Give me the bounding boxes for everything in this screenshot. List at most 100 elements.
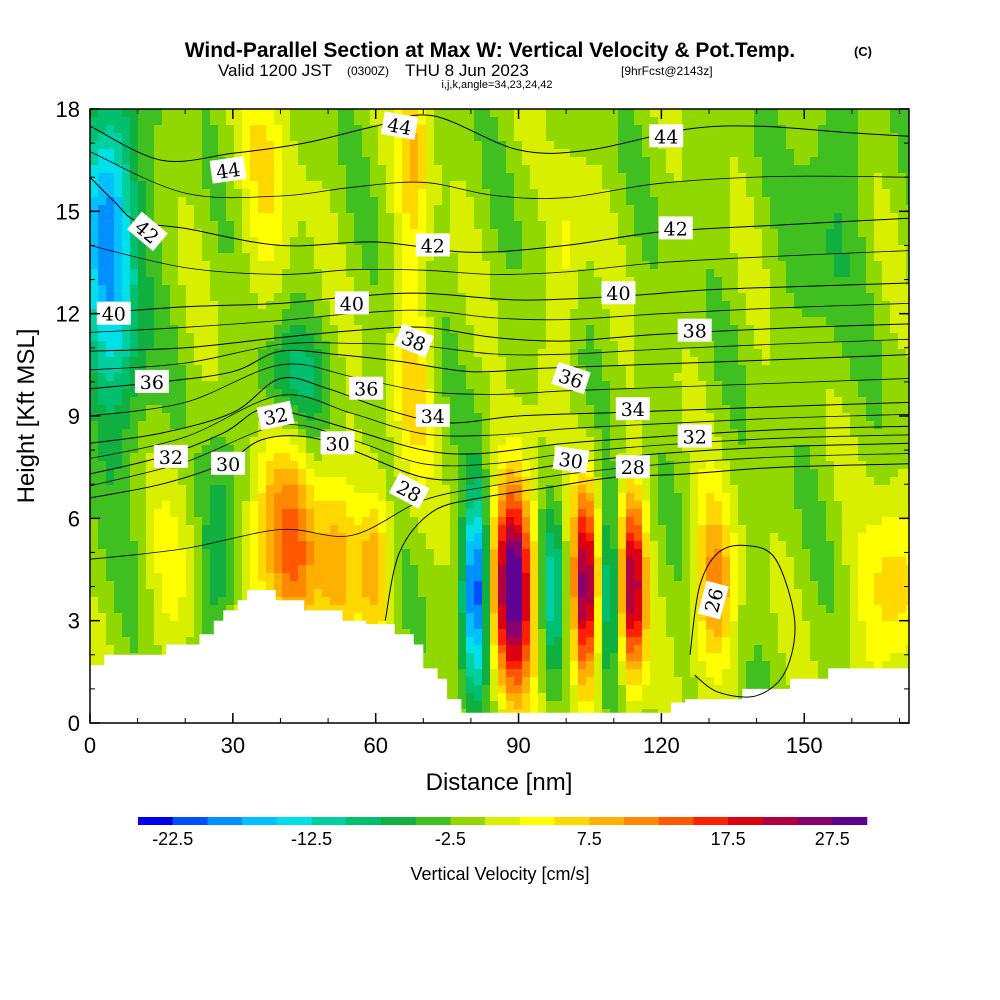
w-cell bbox=[98, 333, 107, 342]
w-cell bbox=[250, 197, 259, 206]
w-cell bbox=[898, 229, 907, 238]
w-cell bbox=[778, 373, 787, 382]
w-cell bbox=[362, 181, 371, 190]
w-cell bbox=[738, 421, 747, 430]
w-cell bbox=[490, 277, 499, 286]
w-cell bbox=[266, 277, 275, 286]
w-cell bbox=[858, 373, 867, 382]
w-cell bbox=[706, 413, 715, 422]
w-cell bbox=[330, 109, 339, 118]
w-cell bbox=[322, 493, 331, 502]
w-cell bbox=[818, 389, 827, 398]
w-cell bbox=[146, 261, 155, 270]
w-cell bbox=[746, 181, 755, 190]
w-cell bbox=[618, 269, 627, 278]
w-cell bbox=[450, 405, 459, 414]
w-cell bbox=[442, 261, 451, 270]
w-cell bbox=[322, 453, 331, 462]
w-cell bbox=[538, 309, 547, 318]
w-cell bbox=[354, 317, 363, 326]
w-cell bbox=[890, 133, 899, 142]
w-cell bbox=[122, 173, 131, 182]
w-cell bbox=[306, 109, 315, 118]
w-cell bbox=[234, 485, 243, 494]
w-cell bbox=[314, 277, 323, 286]
w-cell bbox=[650, 317, 659, 326]
w-cell bbox=[210, 445, 219, 454]
w-cell bbox=[522, 357, 531, 366]
w-cell bbox=[794, 149, 803, 158]
w-cell bbox=[794, 221, 803, 230]
w-cell bbox=[762, 461, 771, 470]
w-cell bbox=[426, 381, 435, 390]
w-cell bbox=[450, 229, 459, 238]
w-cell bbox=[874, 149, 883, 158]
w-cell bbox=[194, 181, 203, 190]
w-cell bbox=[122, 333, 131, 342]
w-cell bbox=[474, 133, 483, 142]
w-cell bbox=[138, 477, 147, 486]
w-cell bbox=[706, 213, 715, 222]
w-cell bbox=[130, 485, 139, 494]
w-cell bbox=[786, 381, 795, 390]
w-cell bbox=[610, 485, 619, 494]
w-cell bbox=[826, 453, 835, 462]
w-cell bbox=[394, 413, 403, 422]
w-cell bbox=[594, 205, 603, 214]
w-cell bbox=[522, 445, 531, 454]
w-cell bbox=[394, 445, 403, 454]
w-cell bbox=[722, 349, 731, 358]
w-cell bbox=[626, 229, 635, 238]
w-cell bbox=[442, 445, 451, 454]
w-cell bbox=[898, 381, 907, 390]
w-cell bbox=[386, 253, 395, 262]
w-cell bbox=[250, 133, 259, 142]
w-cell bbox=[418, 197, 427, 206]
w-cell bbox=[306, 165, 315, 174]
w-cell bbox=[386, 429, 395, 438]
w-cell bbox=[890, 141, 899, 150]
w-cell bbox=[802, 317, 811, 326]
w-cell bbox=[338, 397, 347, 406]
w-cell bbox=[162, 253, 171, 262]
w-cell bbox=[858, 125, 867, 134]
w-cell bbox=[898, 125, 907, 134]
w-cell bbox=[282, 349, 291, 358]
w-cell bbox=[458, 381, 467, 390]
w-cell bbox=[490, 197, 499, 206]
w-cell bbox=[242, 285, 251, 294]
w-cell bbox=[738, 205, 747, 214]
w-cell bbox=[202, 405, 211, 414]
w-cell bbox=[386, 157, 395, 166]
w-cell bbox=[642, 285, 651, 294]
w-cell bbox=[146, 317, 155, 326]
w-cell bbox=[466, 421, 475, 430]
w-cell bbox=[370, 445, 379, 454]
w-cell bbox=[362, 253, 371, 262]
w-cell bbox=[570, 197, 579, 206]
w-cell bbox=[650, 341, 659, 350]
w-cell bbox=[762, 485, 771, 494]
w-cell bbox=[186, 213, 195, 222]
w-cell bbox=[346, 477, 355, 486]
w-cell bbox=[818, 445, 827, 454]
w-cell bbox=[738, 317, 747, 326]
w-cell bbox=[586, 485, 595, 494]
w-cell bbox=[730, 165, 739, 174]
w-cell bbox=[242, 189, 251, 198]
w-cell bbox=[370, 349, 379, 358]
w-cell bbox=[458, 165, 467, 174]
w-cell bbox=[594, 157, 603, 166]
w-cell bbox=[322, 205, 331, 214]
w-cell bbox=[146, 365, 155, 374]
w-cell bbox=[258, 117, 267, 126]
w-cell bbox=[314, 309, 323, 318]
w-cell bbox=[178, 429, 187, 438]
w-cell bbox=[802, 293, 811, 302]
w-cell bbox=[258, 445, 267, 454]
w-cell bbox=[330, 197, 339, 206]
w-cell bbox=[258, 133, 267, 142]
w-cell bbox=[714, 301, 723, 310]
w-cell bbox=[866, 261, 875, 270]
w-cell bbox=[834, 429, 843, 438]
